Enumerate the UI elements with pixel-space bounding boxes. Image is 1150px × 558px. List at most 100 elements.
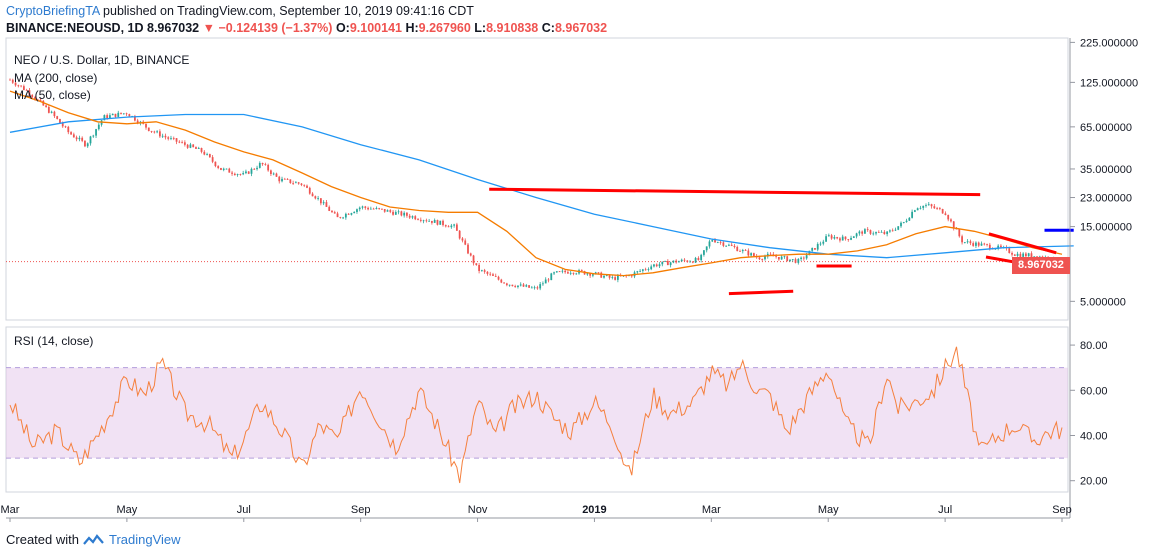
candle-body (436, 220, 439, 225)
candle-body (1019, 253, 1022, 257)
tradingview-brand[interactable]: TradingView (108, 532, 181, 547)
candle-body (236, 174, 239, 176)
candle-body (994, 248, 997, 250)
candle-body (561, 270, 564, 272)
candle-body (961, 236, 963, 243)
ma50-line (9, 90, 1063, 277)
candle-body (825, 236, 827, 242)
candle-body (53, 111, 56, 117)
created-with-text: Created with (6, 532, 79, 547)
candle-body (134, 116, 136, 121)
candle-body (258, 162, 261, 168)
candle-body (81, 137, 84, 141)
candle-body (769, 253, 772, 255)
price-tick-label: 125.000000 (1080, 77, 1138, 89)
candle-body (800, 257, 802, 259)
candle-body (239, 174, 242, 175)
candle-body (303, 184, 306, 186)
candle-body (894, 229, 897, 231)
candle-body (20, 85, 23, 87)
rsi-group (9, 346, 1063, 484)
candle-body (1030, 253, 1033, 258)
candle-body (164, 135, 167, 138)
candle-body (636, 271, 639, 273)
candle-body (478, 264, 480, 271)
candle-body (425, 220, 428, 222)
candle-body (372, 208, 375, 210)
candle-body (866, 229, 869, 231)
candle-body (45, 105, 47, 107)
candle-body (969, 241, 972, 244)
candle-body (1011, 252, 1013, 255)
candle-body (836, 237, 839, 239)
candle-body (250, 168, 253, 174)
candle-body (50, 111, 53, 113)
footer: Created with TradingView (6, 532, 181, 547)
candle-body (203, 151, 206, 155)
candle-body (189, 144, 192, 148)
candle-body (608, 275, 611, 278)
candle-body (733, 245, 736, 247)
candle-body (450, 225, 453, 228)
candle-body (14, 82, 17, 86)
candle-body (947, 215, 950, 220)
rsi-band (6, 367, 1068, 459)
tradingview-logo-icon (83, 533, 104, 545)
candle-body (877, 232, 880, 233)
rsi-line (9, 346, 1063, 484)
candle-body (383, 208, 386, 212)
candle-body (830, 235, 833, 239)
candle-body (686, 260, 689, 262)
candle-body (741, 250, 744, 252)
candle-body (952, 221, 955, 229)
author-link[interactable]: CryptoBriefingTA (6, 4, 100, 18)
candle-body (997, 245, 1000, 249)
candle-body (392, 211, 394, 215)
candle-body (317, 198, 320, 199)
candle-body (78, 137, 81, 140)
candle-body (1027, 253, 1030, 257)
candle-body (600, 272, 603, 278)
candle-body (586, 273, 589, 275)
candle-body (791, 259, 794, 260)
candle-body (705, 246, 708, 251)
candle-body (433, 220, 436, 223)
axes: 225.000000 125.000000 65.000000 35.000000 23… (1, 37, 1138, 522)
candle-body (122, 113, 125, 115)
candle-body (966, 241, 969, 243)
candle-body (672, 260, 675, 263)
candle-body (92, 135, 95, 137)
candle-body (808, 250, 811, 256)
candle-body (794, 259, 797, 263)
candle-body (61, 123, 64, 127)
candle-body (111, 113, 114, 116)
candle-body (936, 208, 938, 209)
candle-body (603, 275, 605, 278)
time-tick-label: Sep (351, 504, 371, 516)
candle-body (308, 187, 311, 194)
candle-body (22, 86, 25, 90)
candle-body (519, 284, 522, 286)
candle-body (156, 131, 159, 133)
candle-body (306, 185, 308, 188)
resistance-line (489, 187, 981, 197)
candle-body (844, 236, 847, 240)
candle-body (225, 168, 228, 170)
candle-body (367, 207, 369, 210)
time-tick-label: Jul (237, 504, 251, 516)
candle-body (214, 161, 217, 167)
candle-body (319, 198, 322, 204)
candle-body (777, 257, 780, 260)
candle-body (1013, 254, 1016, 256)
candle-body (406, 212, 408, 216)
wedge-upper-line (988, 232, 1057, 255)
candle-body (278, 176, 281, 182)
candle-body (630, 275, 633, 277)
rsi-tick-label: 40.00 (1080, 430, 1108, 442)
candle-body (569, 272, 572, 274)
candle-body (533, 287, 536, 289)
candle-body (811, 248, 814, 251)
candle-body (658, 264, 661, 267)
candle-body (153, 131, 156, 133)
